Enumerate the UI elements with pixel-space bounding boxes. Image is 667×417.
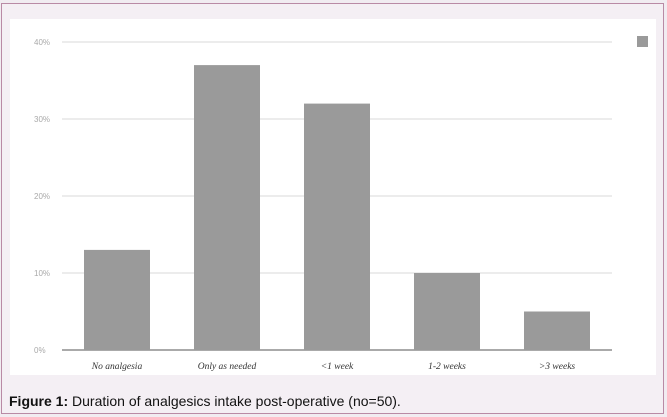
- y-tick-label: 10%: [34, 269, 50, 278]
- y-tick-label: 20%: [34, 192, 50, 201]
- bar: [304, 103, 370, 350]
- figure-caption: Figure 1: Duration of analgesics intake …: [9, 393, 401, 409]
- caption-text: Duration of analgesics intake post-opera…: [68, 393, 401, 409]
- caption-label: Figure 1:: [9, 393, 69, 409]
- y-tick-label: 30%: [34, 115, 50, 124]
- bar: [524, 311, 590, 350]
- bar: [84, 249, 150, 350]
- x-axis: No analgesia Only as needed <1 week 1-2 wee…: [91, 362, 576, 372]
- bar: [414, 273, 480, 350]
- legend-swatch: [637, 36, 648, 47]
- x-tick-label: No analgesia: [91, 362, 143, 372]
- bars: [84, 65, 590, 350]
- y-tick-label: 40%: [34, 38, 50, 47]
- y-tick-label: 0%: [34, 346, 46, 355]
- x-tick-label: 1-2 weeks: [428, 362, 466, 372]
- x-tick-label: Only as needed: [198, 362, 257, 372]
- x-tick-label: >3 weeks: [539, 362, 576, 372]
- y-axis: 0% 10% 20% 30% 40%: [34, 38, 50, 355]
- x-tick-label: <1 week: [321, 362, 354, 372]
- bar: [194, 65, 260, 350]
